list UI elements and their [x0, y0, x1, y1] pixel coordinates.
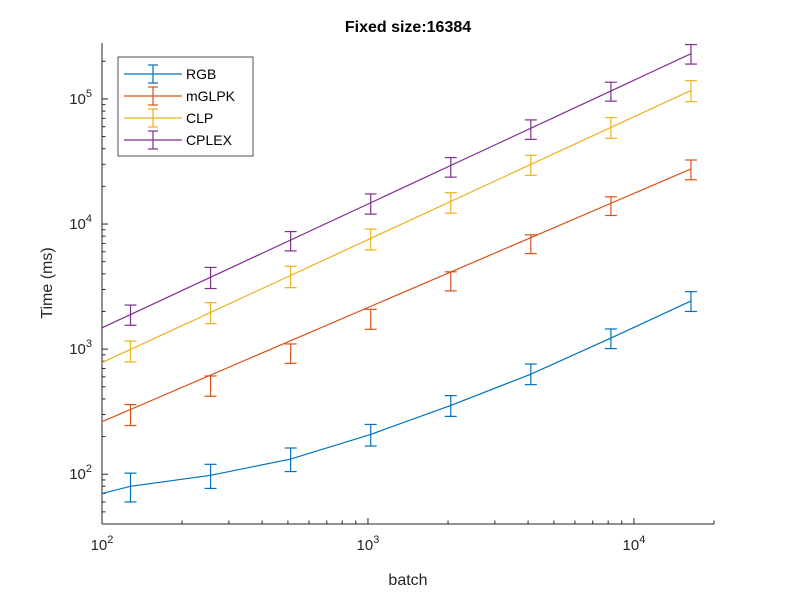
legend-entry-clp: CLP	[124, 108, 213, 128]
series-rgb	[101, 291, 697, 503]
legend-label: mGLPK	[186, 88, 236, 104]
series-mglpk	[101, 159, 697, 427]
series-line	[101, 53, 692, 329]
y-tick-label: 103	[69, 338, 92, 358]
x-axis-label: batch	[388, 572, 427, 589]
series-clp	[101, 80, 697, 364]
legend-label: RGB	[186, 66, 216, 82]
legend: RGB mGLPK CLP CPLEX	[117, 56, 254, 157]
y-tick-label: 105	[69, 88, 92, 108]
legend-entry-cplex: CPLEX	[124, 130, 233, 150]
chart-title: Fixed size:16384	[345, 19, 471, 36]
y-axis-label: Time (ms)	[39, 247, 56, 318]
legend-entry-mglpk: mGLPK	[124, 86, 236, 106]
legend-entry-rgb: RGB	[124, 64, 216, 84]
series-line	[101, 89, 692, 364]
y-tick-label: 102	[69, 463, 92, 483]
plot-area: 102 103 104 102 103 104 105	[69, 43, 715, 554]
legend-label: CPLEX	[186, 132, 233, 148]
x-tick-label: 104	[623, 534, 646, 554]
x-tick-label: 103	[357, 534, 380, 554]
x-tick-label: 102	[91, 534, 114, 554]
series-line	[101, 300, 692, 495]
y-tick-label: 104	[69, 213, 92, 233]
series-line	[101, 168, 692, 423]
legend-label: CLP	[186, 110, 213, 126]
series-cplex	[101, 43, 697, 329]
